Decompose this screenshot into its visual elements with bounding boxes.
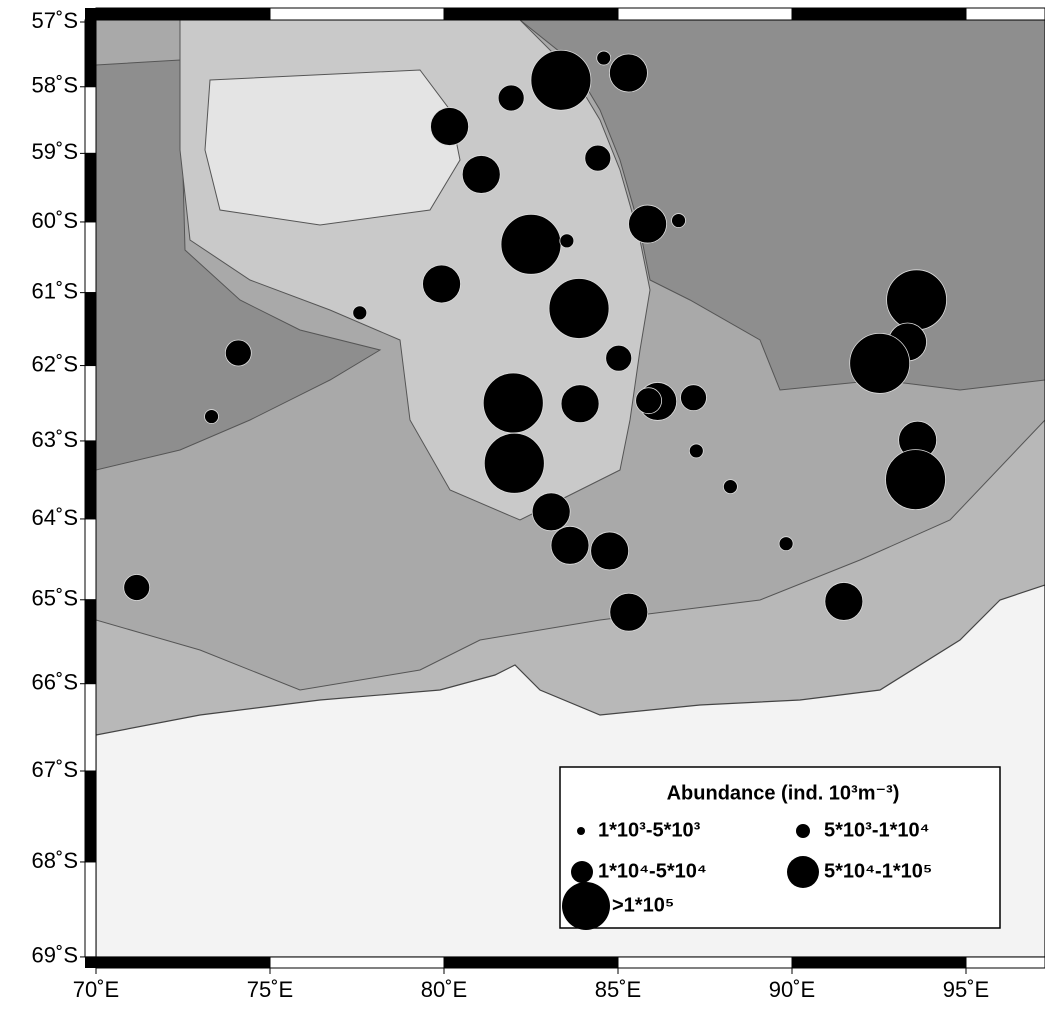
lat-tick-label: 68˚S <box>32 848 78 873</box>
legend-symbol <box>787 856 819 888</box>
legend-label: >1*10⁵ <box>612 894 674 916</box>
legend-symbol <box>571 861 593 883</box>
station <box>636 388 662 414</box>
frame-bar <box>270 957 444 968</box>
station <box>484 433 544 493</box>
frame-bar <box>85 366 96 441</box>
frame-bar <box>85 153 96 222</box>
frame-bar <box>85 20 96 87</box>
frame-bar <box>85 222 96 293</box>
legend-label: 5*10³-1*10⁴ <box>824 819 930 841</box>
legend-label: 1*10⁴-5*10⁴ <box>598 860 707 882</box>
station <box>610 593 648 631</box>
station <box>561 385 599 423</box>
station <box>498 85 524 111</box>
lon-tick-label: 95˚E <box>943 977 989 1002</box>
frame-bar <box>85 519 96 600</box>
shallow-bank <box>205 70 460 225</box>
frame-bar <box>85 684 96 771</box>
station <box>549 278 609 338</box>
station <box>597 51 611 65</box>
lat-tick-label: 66˚S <box>32 670 78 695</box>
station <box>531 50 591 110</box>
frame-bar <box>96 8 270 20</box>
lat-tick-label: 64˚S <box>32 505 78 530</box>
station <box>609 54 647 92</box>
lat-tick-label: 65˚S <box>32 586 78 611</box>
lat-tick-label: 57˚S <box>32 8 78 33</box>
station <box>462 155 500 193</box>
frame-bar <box>444 957 618 968</box>
lat-tick-label: 62˚S <box>32 351 78 376</box>
legend-label: 5*10⁴-1*10⁵ <box>824 860 932 882</box>
station <box>779 537 793 551</box>
station <box>560 234 574 248</box>
station <box>501 214 561 274</box>
legend-label: 1*10³-5*10³ <box>598 819 701 841</box>
station <box>225 340 251 366</box>
frame-bar <box>85 957 96 968</box>
frame-bar <box>270 8 444 20</box>
frame-bar <box>85 600 96 684</box>
station <box>423 265 461 303</box>
lat-tick-label: 60˚S <box>32 208 78 233</box>
lon-tick-label: 85˚E <box>595 977 641 1002</box>
station <box>723 480 737 494</box>
frame-bar <box>85 771 96 862</box>
lat-tick-label: 58˚S <box>32 73 78 98</box>
station <box>886 450 946 510</box>
frame-bar <box>792 8 966 20</box>
frame-bar <box>85 862 96 957</box>
station <box>681 385 707 411</box>
lon-tick-label: 80˚E <box>421 977 467 1002</box>
frame-bar <box>85 441 96 519</box>
station <box>887 270 947 330</box>
legend-symbol <box>577 827 585 835</box>
frame-bar <box>85 8 96 20</box>
station <box>606 345 632 371</box>
frame-bar <box>85 87 96 154</box>
frame-bar <box>792 957 966 968</box>
frame-bar <box>618 8 792 20</box>
station <box>850 333 910 393</box>
lat-tick-label: 59˚S <box>32 139 78 164</box>
station <box>672 214 686 228</box>
lat-tick-label: 61˚S <box>32 278 78 303</box>
lat-tick-label: 69˚S <box>32 943 78 968</box>
station <box>532 493 570 531</box>
frame-bar <box>85 293 96 366</box>
station <box>689 444 703 458</box>
station <box>591 532 629 570</box>
frame-bar <box>96 957 270 968</box>
frame-bar <box>618 957 792 968</box>
legend-symbol <box>562 882 610 930</box>
map-figure: 70˚E 75˚E 80˚E 85˚E 90˚E 95˚E 57˚S 58˚S 59˚S 60˚S… <box>0 0 1045 1012</box>
station <box>585 145 611 171</box>
station <box>825 582 863 620</box>
legend-symbol <box>796 824 810 838</box>
frame-bar <box>444 8 618 20</box>
lon-tick-label: 70˚E <box>73 977 119 1002</box>
lon-tick-label: 90˚E <box>769 977 815 1002</box>
station <box>431 108 469 146</box>
page: {"map": { "lon_ticks": [{"value": 70, "l… <box>0 0 1045 1017</box>
station <box>629 205 667 243</box>
station <box>551 526 589 564</box>
station <box>124 574 150 600</box>
frame-bar <box>966 8 1045 20</box>
lat-tick-label: 67˚S <box>32 757 78 782</box>
legend-title: Abundance (ind. 10³m⁻³) <box>667 782 900 804</box>
lat-tick-label: 63˚S <box>32 427 78 452</box>
station <box>353 306 367 320</box>
frame-bar <box>966 957 1045 968</box>
station <box>205 410 219 424</box>
station <box>483 373 543 433</box>
lon-tick-label: 75˚E <box>247 977 293 1002</box>
